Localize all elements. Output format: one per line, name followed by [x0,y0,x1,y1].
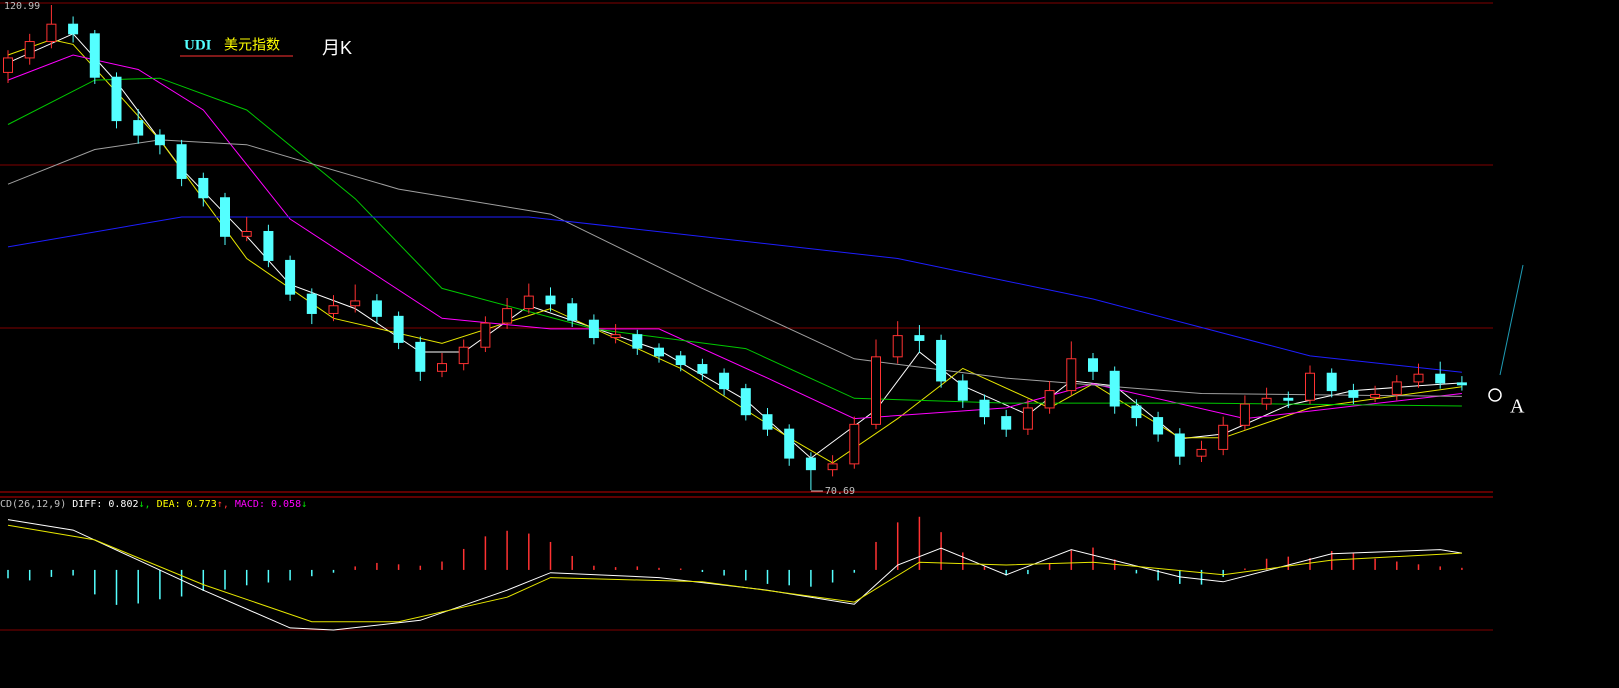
candle-body [1044,390,1055,409]
candle-body [892,335,903,358]
title: 美元指数 [224,37,280,53]
candle-body [480,322,491,348]
macd-header: CD(26,12,9) DIFF: 0.802↓, DEA: 0.773↑, M… [0,499,307,510]
candle-body [1456,382,1467,386]
candle-body [1283,397,1294,401]
candle-body [89,33,100,78]
candle-body [632,334,643,349]
candle-body [936,339,947,382]
diff-arrow: ↓, [139,499,151,510]
candle-body [24,41,35,59]
candle-body [957,380,968,401]
candle-body [176,144,187,179]
candle-body [393,315,404,343]
candle-body [1305,372,1315,401]
candle-body [1109,370,1120,407]
candle-body [654,347,664,357]
candle-body [1370,393,1381,398]
candle-body [285,259,296,295]
candle-body [1001,416,1012,430]
candle-body [458,346,469,365]
candle-body [762,414,773,430]
macd-line [7,524,1462,623]
candle-body [784,428,795,459]
candle-body [111,76,122,122]
period: 月K [322,38,352,58]
dea-label: DEA: 0.773 [157,499,217,510]
dea-arrow: ↑, [217,499,229,510]
candle-body [871,356,881,425]
annotation: A [1510,396,1525,418]
macd-line [7,519,1462,631]
candle-body [502,308,513,324]
candle-body [1239,403,1250,426]
candle-body [979,399,990,418]
candle-body [588,319,599,339]
candle-body [914,335,925,341]
candle-body [610,334,621,339]
candle-body [1174,433,1185,457]
max-label: 120.99 [4,1,40,12]
annotation-line [1499,264,1524,376]
candle-body [827,463,838,471]
candle-body [1348,390,1359,398]
candle-body [198,177,209,199]
ma-line [7,139,1462,397]
macd-label: MACD: 0.058 [235,499,301,510]
candle-body [545,295,556,305]
candle-body [805,457,816,471]
macd-arrow: ↓ [301,499,307,510]
candle-body [1066,358,1077,392]
ma-line [7,39,1462,464]
candle-body [68,23,79,35]
candle-body [1218,424,1229,450]
candle-body [437,363,447,372]
candle-body [567,303,578,321]
candle-body [263,230,274,261]
ma-line [7,77,1462,407]
candle-body [1196,448,1207,457]
ma-line [7,54,1462,420]
candle-body [1326,372,1337,392]
candle-body [1391,381,1402,395]
candle-body [3,57,13,73]
candle-body [46,23,57,43]
candle-body [675,355,686,366]
candle-body [697,364,708,374]
candle-body [328,305,339,314]
candle-body [220,197,230,237]
candle-body [1022,407,1033,430]
candle-body [740,388,751,416]
title: UDI [184,37,212,53]
ma-line [7,216,1462,373]
candle-body [371,300,382,317]
panel-frame [0,2,1493,631]
candle-body [719,372,730,390]
candle-body [241,230,252,237]
diff-label: DIFF: 0.802 [72,499,138,510]
candle-body [523,295,534,310]
macd-params: CD(26,12,9) [0,499,66,510]
candle-body [1131,405,1142,419]
candle-body [133,120,144,136]
ma-line [7,33,1462,459]
candle-body [1413,373,1424,383]
candle-body [849,423,860,465]
candle-body [306,293,317,314]
min-label: 70.69 [825,486,855,497]
candle-body [1261,397,1272,405]
candle-body [350,300,361,307]
candle-body [415,341,426,372]
candle-body [154,134,165,146]
annotation-circle [1488,388,1502,402]
candle-body [1153,417,1164,435]
candle-body [1435,373,1446,384]
candle-body [1088,358,1098,372]
